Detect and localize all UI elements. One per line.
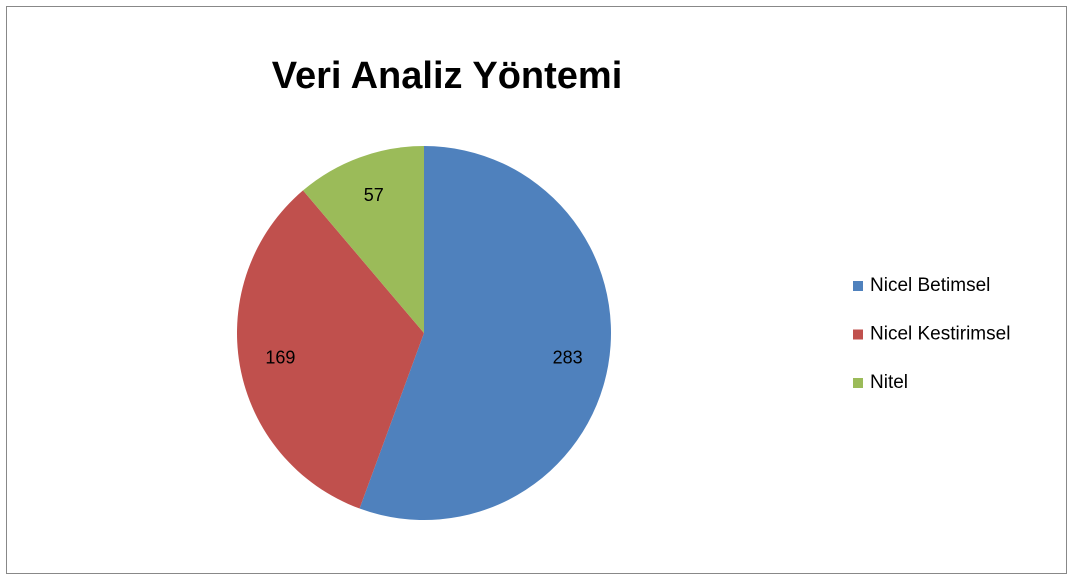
legend-swatch	[853, 378, 863, 388]
pie-slice	[303, 146, 424, 333]
data-label: 169	[265, 347, 295, 367]
legend-swatch	[853, 329, 863, 340]
legend-label: Nicel Betimsel	[870, 275, 990, 296]
chart-title: Veri Analiz Yöntemi	[272, 55, 623, 97]
legend-swatch	[853, 281, 863, 291]
legend-label: Nitel	[870, 372, 908, 393]
data-label: 283	[553, 347, 583, 367]
legend-label: Nicel Kestirimsel	[870, 324, 1010, 345]
pie-slice	[237, 190, 424, 509]
data-label: 57	[364, 185, 384, 205]
pie-slice	[359, 146, 611, 520]
